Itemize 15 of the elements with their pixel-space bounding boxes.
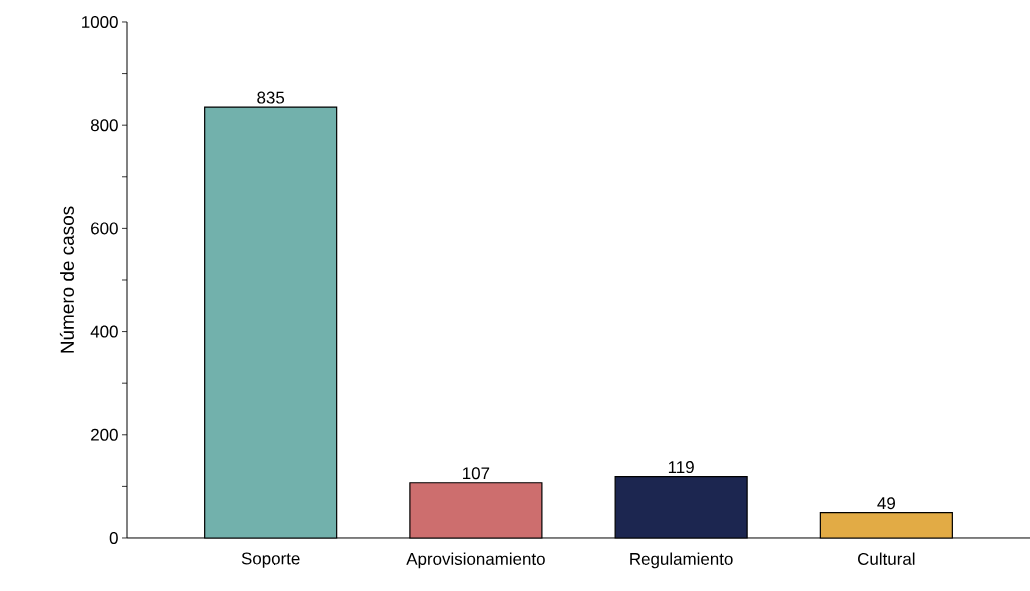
data-label: 835 [257,91,285,104]
y-tick-label: 800 [90,119,118,132]
y-tick-label: 600 [91,222,118,235]
x-tick-label: Regulamiento [630,552,733,569]
y-tick-label: 200 [91,428,118,441]
y-axis-title: Número de casos [59,206,74,353]
data-label: 119 [668,461,694,474]
data-label: 49 [877,497,895,510]
y-tick-label: 0 [109,531,118,544]
y-tick-label: 1000 [82,15,118,28]
x-tick-label: Cultural [858,552,915,565]
x-tick-label: Soporte [241,552,300,568]
x-tick-label: Aprovisionamiento [406,552,545,569]
data-label: 107 [463,467,490,480]
y-tick-label: 400 [90,325,118,338]
